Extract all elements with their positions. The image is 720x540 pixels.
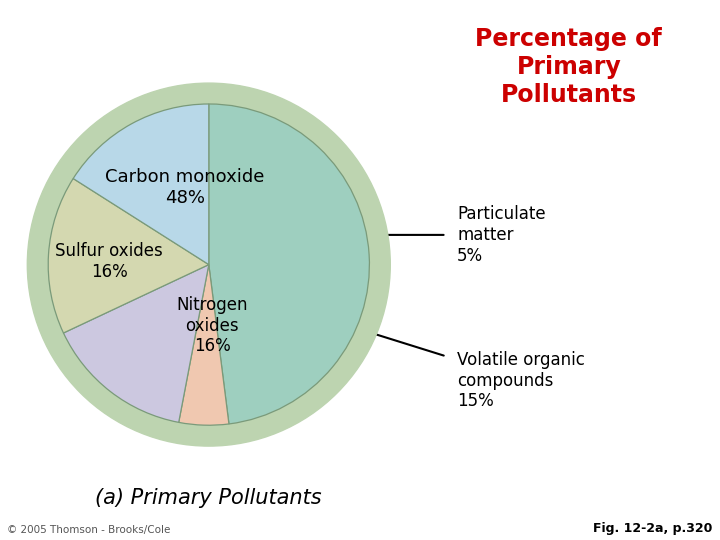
Circle shape — [27, 83, 390, 446]
Wedge shape — [73, 104, 209, 265]
Wedge shape — [179, 265, 229, 425]
Wedge shape — [63, 265, 209, 422]
Text: (a) Primary Pollutants: (a) Primary Pollutants — [96, 488, 322, 508]
Wedge shape — [48, 179, 209, 333]
Text: Nitrogen
oxides
16%: Nitrogen oxides 16% — [176, 296, 248, 355]
Text: © 2005 Thomson - Brooks/Cole: © 2005 Thomson - Brooks/Cole — [7, 524, 171, 535]
Text: Particulate
matter
5%: Particulate matter 5% — [457, 205, 546, 265]
Text: Sulfur oxides
16%: Sulfur oxides 16% — [55, 242, 163, 281]
Text: Percentage of
Primary
Pollutants: Percentage of Primary Pollutants — [475, 27, 662, 106]
Text: Carbon monoxide
48%: Carbon monoxide 48% — [105, 168, 264, 207]
Wedge shape — [209, 104, 369, 424]
Text: Volatile organic
compounds
15%: Volatile organic compounds 15% — [457, 351, 585, 410]
Text: Fig. 12-2a, p.320: Fig. 12-2a, p.320 — [593, 522, 713, 535]
